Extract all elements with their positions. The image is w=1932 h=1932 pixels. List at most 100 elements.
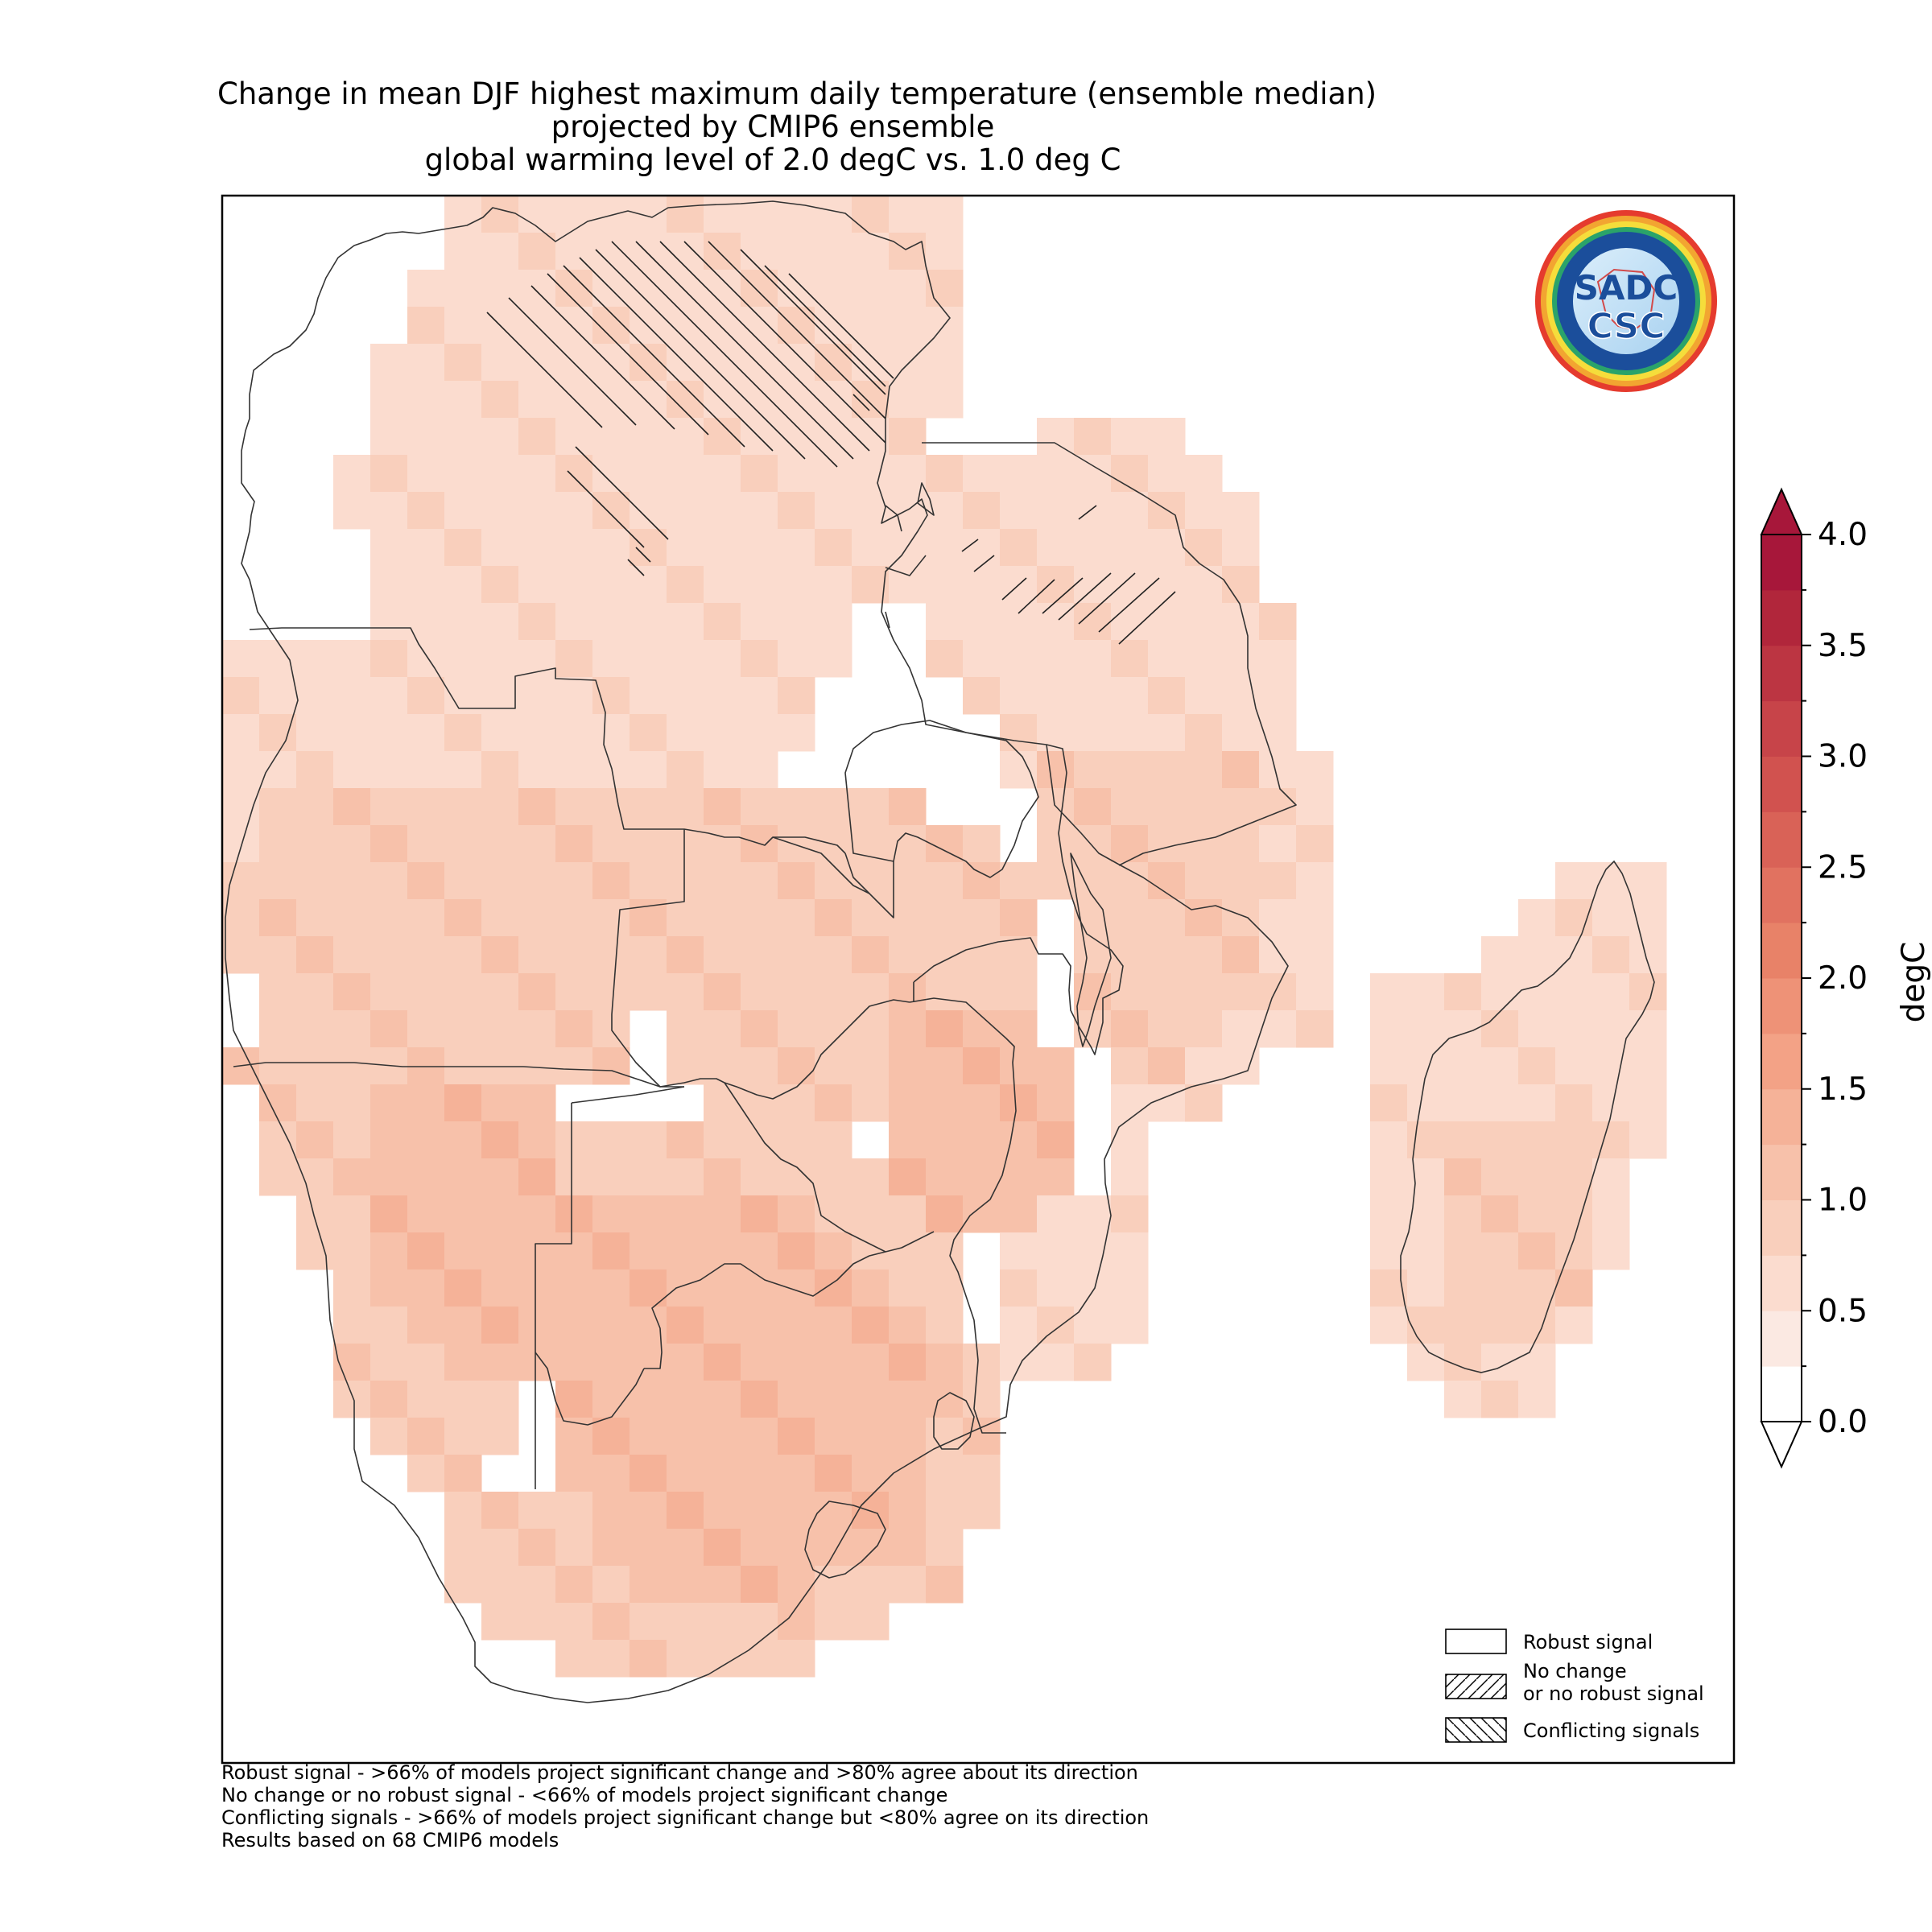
grid-cell — [518, 1307, 556, 1344]
grid-cell — [370, 751, 408, 789]
grid-cell — [1037, 677, 1075, 715]
grid-cell — [963, 1381, 1001, 1418]
grid-cell — [704, 1269, 741, 1307]
grid-cell — [1592, 862, 1630, 900]
grid-cell — [592, 973, 630, 1011]
grid-cell — [1518, 1344, 1556, 1381]
grid-cell — [407, 640, 445, 678]
grid-cell — [481, 788, 519, 826]
grid-cell — [444, 936, 482, 974]
grid-cell — [778, 862, 815, 900]
grid-cell — [630, 1418, 667, 1455]
grid-cell — [370, 566, 408, 604]
grid-cell — [926, 1455, 964, 1492]
grid-cell — [555, 973, 593, 1011]
grid-cell — [333, 1010, 371, 1048]
grid-cell — [926, 233, 964, 270]
grid-cell — [741, 714, 778, 752]
grid-cell — [1111, 566, 1149, 604]
grid-cell — [630, 196, 667, 233]
grid-cell — [1592, 1121, 1630, 1159]
colorbar-segment — [1761, 589, 1802, 646]
grid-cell — [1074, 492, 1112, 530]
grid-cell — [592, 751, 630, 789]
grid-cell — [407, 1084, 445, 1122]
grid-cell — [370, 529, 408, 567]
grid-cell — [815, 640, 852, 678]
grid-cell — [555, 1381, 593, 1418]
grid-cell — [592, 1529, 630, 1567]
grid-cell — [963, 1344, 1001, 1381]
grid-cell — [1148, 603, 1186, 641]
grid-cell — [741, 677, 778, 715]
grid-cell — [889, 381, 927, 419]
grid-cell — [1000, 714, 1038, 752]
grid-cell — [889, 1084, 927, 1122]
grid-cell — [667, 936, 704, 974]
grid-cell — [1296, 899, 1334, 937]
grid-cell — [555, 1418, 593, 1455]
grid-cell — [370, 1381, 408, 1418]
grid-cell — [444, 899, 482, 937]
grid-cell — [481, 529, 519, 567]
grid-cell — [407, 492, 445, 530]
grid-cell — [1111, 973, 1149, 1011]
footnote-no-change: No change or no robust signal - <66% of … — [221, 1784, 948, 1806]
grid-cell — [1000, 529, 1038, 567]
grid-cell — [1148, 862, 1186, 900]
grid-cell — [1555, 936, 1593, 974]
grid-cell — [1481, 1084, 1519, 1122]
grid-cell — [778, 270, 815, 308]
grid-cell — [852, 1084, 890, 1122]
grid-cell — [1000, 936, 1038, 974]
grid-cell — [259, 1121, 297, 1159]
grid-cell — [1444, 1047, 1482, 1085]
grid-cell — [444, 270, 482, 308]
grid-cell — [741, 936, 778, 974]
colorbar-segment — [1761, 756, 1802, 812]
grid-cell — [852, 1010, 890, 1048]
grid-cell — [926, 381, 964, 419]
grid-cell — [704, 344, 741, 382]
grid-cell — [704, 1084, 741, 1122]
grid-cell — [704, 825, 741, 863]
grid-cell — [555, 1492, 593, 1530]
grid-cell — [1185, 1010, 1223, 1048]
grid-cell — [1259, 603, 1297, 641]
grid-cell — [1185, 788, 1223, 826]
grid-cell — [815, 1158, 852, 1196]
grid-cell — [704, 1344, 741, 1381]
grid-cell — [1185, 529, 1223, 567]
grid-cell — [1555, 862, 1593, 900]
grid-cell — [555, 1121, 593, 1159]
grid-cell — [555, 492, 593, 530]
grid-cell — [407, 1381, 445, 1418]
grid-cell — [555, 1603, 593, 1641]
grid-cell — [667, 1232, 704, 1270]
grid-cell — [481, 714, 519, 752]
grid-cell — [852, 196, 890, 233]
grid-cell — [704, 196, 741, 233]
grid-cell — [296, 751, 334, 789]
grid-cell — [630, 1566, 667, 1604]
grid-cell — [407, 1307, 445, 1344]
grid-cell — [592, 788, 630, 826]
grid-cell — [1000, 492, 1038, 530]
grid-cell — [741, 603, 778, 641]
grid-cell — [1185, 862, 1223, 900]
grid-cell — [1074, 1344, 1112, 1381]
grid-cell — [592, 1566, 630, 1604]
grid-cell — [926, 1307, 964, 1344]
grid-cell — [370, 1418, 408, 1455]
grid-cell — [333, 1381, 371, 1418]
grid-cell — [1111, 936, 1149, 974]
grid-cell — [444, 1121, 482, 1159]
grid-cell — [407, 677, 445, 715]
grid-cell — [592, 862, 630, 900]
grid-cell — [889, 899, 927, 937]
grid-cell — [370, 899, 408, 937]
grid-cell — [778, 825, 815, 863]
grid-cell — [630, 455, 667, 493]
grid-cell — [333, 862, 371, 900]
grid-cell — [889, 455, 927, 493]
